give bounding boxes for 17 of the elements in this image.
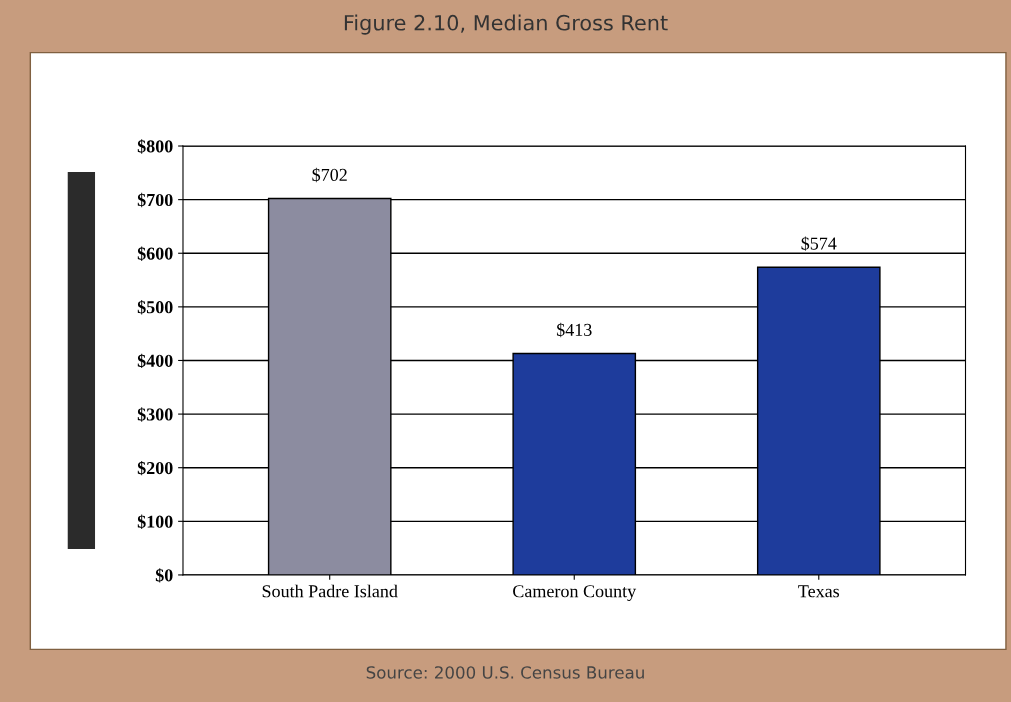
y-tick-label: $700 [137,192,173,208]
x-tick-label: Texas [798,585,840,598]
source-note: Source: 2000 U.S. Census Bureau [366,666,644,679]
x-tick-label: South Padre Island [262,584,398,598]
y-tick-label: $0 [155,568,173,583]
y-tick-label: $600 [137,246,173,261]
data-label: $413 [556,322,592,338]
y-tick-label: $500 [137,300,173,315]
y-tick-label: $800 [137,139,173,154]
y-tick-label: $300 [137,407,173,422]
y-tick-label: $400 [137,353,173,369]
chart-title: Figure 2.10, Median Gross Rent [344,14,668,35]
y-tick-label: $200 [137,460,173,476]
data-label: $702 [312,167,347,183]
x-tick-label: Cameron County [513,585,637,602]
y-tick-label: $100 [137,514,173,529]
data-label: $574 [801,236,837,251]
